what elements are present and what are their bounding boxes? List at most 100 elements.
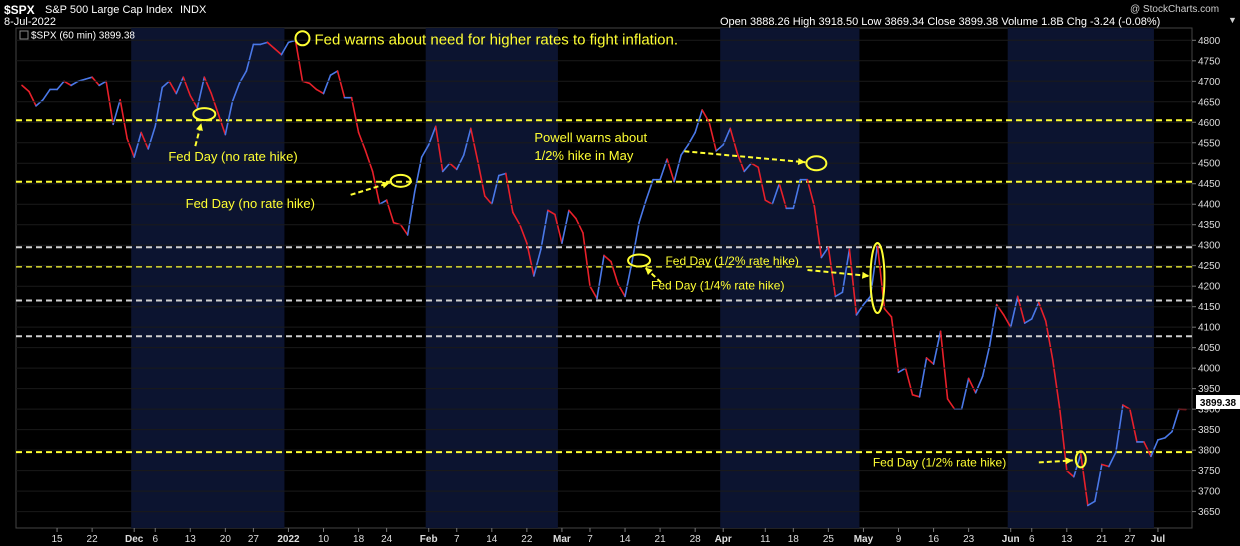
price-segment — [694, 109, 703, 134]
y-tick-label: 4400 — [1198, 200, 1221, 211]
arrow-head — [381, 181, 390, 189]
symbol-label: $SPX — [4, 3, 35, 17]
price-segment — [406, 191, 416, 236]
price-segment — [981, 344, 991, 378]
price-segment — [455, 154, 465, 171]
x-tick-label: Feb — [420, 534, 438, 545]
x-tick-label: 11 — [760, 534, 771, 545]
price-segment — [890, 316, 900, 374]
x-tick-label: 13 — [185, 534, 197, 545]
price-segment — [519, 223, 528, 244]
price-segment — [708, 121, 717, 152]
event-marker — [192, 107, 217, 122]
price-segment — [273, 47, 283, 56]
price-segment — [554, 213, 563, 244]
y-axis: 3650 3700 3750 3800 3850 3900 3950 4000 4050 4100… — [16, 36, 1221, 518]
price-segment — [925, 357, 935, 365]
annotation-text: Fed Day (no rate hike) — [186, 196, 315, 211]
price-segment — [350, 96, 360, 134]
price-segment — [399, 223, 409, 236]
price-segment — [834, 291, 844, 298]
price-segment — [35, 98, 44, 107]
support-resistance-levels — [16, 119, 1192, 454]
price-segment — [1101, 463, 1110, 468]
price-segment — [154, 86, 164, 128]
price-segment — [378, 199, 388, 206]
price-segment — [589, 285, 598, 300]
price-segment — [259, 41, 269, 46]
price-segment — [722, 127, 732, 146]
annotation-text: Fed Day (1/2% rate hike) — [665, 254, 798, 268]
price-segment — [98, 80, 107, 87]
x-tick-label: 16 — [928, 534, 940, 545]
chart-header: $SPX S&P 500 Large Cap Index INDX 8-Jul-… — [0, 0, 1240, 28]
index-name: S&P 500 Large Cap Index — [45, 4, 173, 16]
price-segment — [512, 211, 521, 226]
price-segment — [939, 330, 949, 400]
price-segment — [715, 144, 725, 152]
price-segment — [729, 127, 739, 154]
price-segment — [56, 80, 65, 91]
price-segment — [140, 131, 150, 150]
price-segment — [841, 248, 851, 294]
x-tick-label: 13 — [1061, 534, 1073, 545]
price-segment — [161, 80, 171, 89]
price-segment — [126, 137, 135, 158]
price-segment — [561, 209, 570, 244]
arrow-head — [797, 158, 806, 166]
price-segment — [792, 178, 802, 210]
price-segment — [1009, 295, 1019, 328]
price-segment — [441, 162, 451, 173]
chevron-down-icon[interactable]: ▼ — [1228, 15, 1237, 25]
arrow-head — [861, 271, 870, 279]
price-segment — [659, 158, 668, 181]
price-segment — [547, 209, 556, 216]
price-segment — [1065, 469, 1075, 478]
x-tick-label: Jun — [1002, 534, 1020, 545]
price-segment — [280, 41, 290, 56]
exchange-label: INDX — [180, 4, 207, 16]
price-segment — [1157, 437, 1166, 441]
x-tick-label: Dec — [125, 534, 144, 545]
y-tick-label: 4000 — [1198, 364, 1221, 375]
y-tick-label: 4600 — [1198, 118, 1221, 129]
price-segment — [1108, 451, 1117, 468]
price-segment — [848, 248, 858, 316]
price-segment — [960, 377, 970, 410]
x-tick-label: Mar — [553, 534, 571, 545]
x-tick-label: 28 — [690, 534, 702, 545]
price-segment — [673, 154, 682, 183]
y-tick-label: 3750 — [1198, 466, 1221, 477]
price-segment — [1150, 439, 1159, 458]
month-band — [1007, 28, 1154, 528]
price-segment — [645, 178, 654, 201]
price-segment — [175, 76, 185, 95]
price-segment — [434, 125, 444, 173]
price-segment — [168, 80, 178, 95]
annotation-text: 1/2% hike in May — [534, 148, 633, 163]
y-tick-label: 4050 — [1198, 343, 1221, 354]
y-tick-label: 4350 — [1198, 220, 1221, 231]
event-marker — [869, 242, 886, 314]
price-segment — [736, 152, 746, 173]
x-tick-label: 21 — [655, 534, 667, 545]
y-tick-label: 4300 — [1198, 241, 1221, 252]
y-tick-label: 4150 — [1198, 302, 1221, 313]
annotation-title: Fed warns about need for higher rates to… — [314, 31, 678, 48]
price-segment — [1171, 408, 1180, 433]
y-tick-label: 4700 — [1198, 77, 1221, 88]
event-marker — [627, 253, 652, 268]
price-segment — [315, 88, 325, 95]
price-segment — [967, 377, 977, 394]
x-tick-label: 24 — [381, 534, 393, 545]
price-segment — [133, 131, 143, 158]
price-segment — [28, 90, 37, 107]
price-segment — [540, 209, 549, 251]
annotations: Fed warns about need for higher rates to… — [168, 30, 1087, 469]
price-segment — [526, 242, 535, 277]
price-segment — [533, 248, 542, 277]
price-segment — [680, 144, 689, 156]
price-segment — [918, 357, 928, 398]
price-segment — [575, 217, 584, 234]
legend-label: $SPX (60 min) 3899.38 — [31, 31, 135, 42]
